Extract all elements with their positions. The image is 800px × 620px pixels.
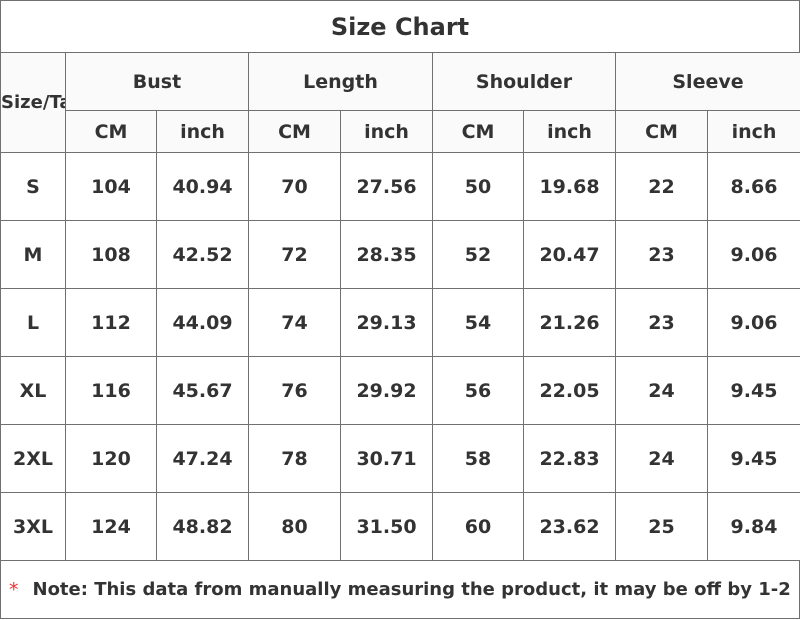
note-text: Note: This data from manually measuring … [32, 579, 791, 600]
value-cell: 120 [65, 424, 157, 493]
unit-header: inch [340, 110, 433, 153]
unit-header: CM [65, 110, 157, 153]
value-cell: 22.83 [523, 424, 616, 493]
value-cell: 22.05 [523, 356, 616, 425]
value-cell: 70 [248, 152, 341, 221]
group-header: Bust [65, 52, 249, 111]
value-cell: 23 [615, 288, 708, 357]
unit-header: inch [156, 110, 249, 153]
value-cell: 29.92 [340, 356, 433, 425]
size-cell: L [0, 288, 66, 357]
size-cell: 2XL [0, 424, 66, 493]
value-cell: 19.68 [523, 152, 616, 221]
note: * Note: This data from manually measuring… [0, 560, 800, 619]
value-cell: 42.52 [156, 220, 249, 289]
value-cell: 9.06 [707, 288, 800, 357]
value-cell: 80 [248, 492, 341, 561]
value-cell: 52 [432, 220, 524, 289]
value-cell: 56 [432, 356, 524, 425]
group-header: Shoulder [432, 52, 616, 111]
value-cell: 40.94 [156, 152, 249, 221]
unit-header: inch [707, 110, 800, 153]
value-cell: 124 [65, 492, 157, 561]
unit-header: inch [523, 110, 616, 153]
unit-header: CM [615, 110, 708, 153]
value-cell: 58 [432, 424, 524, 493]
value-cell: 20.47 [523, 220, 616, 289]
size-cell: M [0, 220, 66, 289]
value-cell: 50 [432, 152, 524, 221]
value-cell: 44.09 [156, 288, 249, 357]
size-cell: XL [0, 356, 66, 425]
value-cell: 9.06 [707, 220, 800, 289]
value-cell: 27.56 [340, 152, 433, 221]
value-cell: 25 [615, 492, 708, 561]
title: Size Chart [0, 0, 800, 53]
value-cell: 9.84 [707, 492, 800, 561]
note-marker: * [9, 578, 19, 601]
value-cell: 30.71 [340, 424, 433, 493]
value-cell: 78 [248, 424, 341, 493]
size-cell: 3XL [0, 492, 66, 561]
value-cell: 108 [65, 220, 157, 289]
value-cell: 9.45 [707, 356, 800, 425]
value-cell: 47.24 [156, 424, 249, 493]
value-cell: 76 [248, 356, 341, 425]
value-cell: 28.35 [340, 220, 433, 289]
unit-header: CM [432, 110, 524, 153]
value-cell: 112 [65, 288, 157, 357]
value-cell: 31.50 [340, 492, 433, 561]
value-cell: 24 [615, 356, 708, 425]
value-cell: 21.26 [523, 288, 616, 357]
value-cell: 29.13 [340, 288, 433, 357]
value-cell: 8.66 [707, 152, 800, 221]
value-cell: 45.67 [156, 356, 249, 425]
value-cell: 116 [65, 356, 157, 425]
value-cell: 72 [248, 220, 341, 289]
value-cell: 54 [432, 288, 524, 357]
unit-header: CM [248, 110, 341, 153]
value-cell: 22 [615, 152, 708, 221]
value-cell: 23 [615, 220, 708, 289]
size-header: Size/Ta [0, 52, 66, 153]
value-cell: 9.45 [707, 424, 800, 493]
value-cell: 24 [615, 424, 708, 493]
size-cell: S [0, 152, 66, 221]
value-cell: 104 [65, 152, 157, 221]
value-cell: 74 [248, 288, 341, 357]
value-cell: 60 [432, 492, 524, 561]
value-cell: 23.62 [523, 492, 616, 561]
group-header: Length [248, 52, 433, 111]
group-header: Sleeve [615, 52, 800, 111]
value-cell: 48.82 [156, 492, 249, 561]
